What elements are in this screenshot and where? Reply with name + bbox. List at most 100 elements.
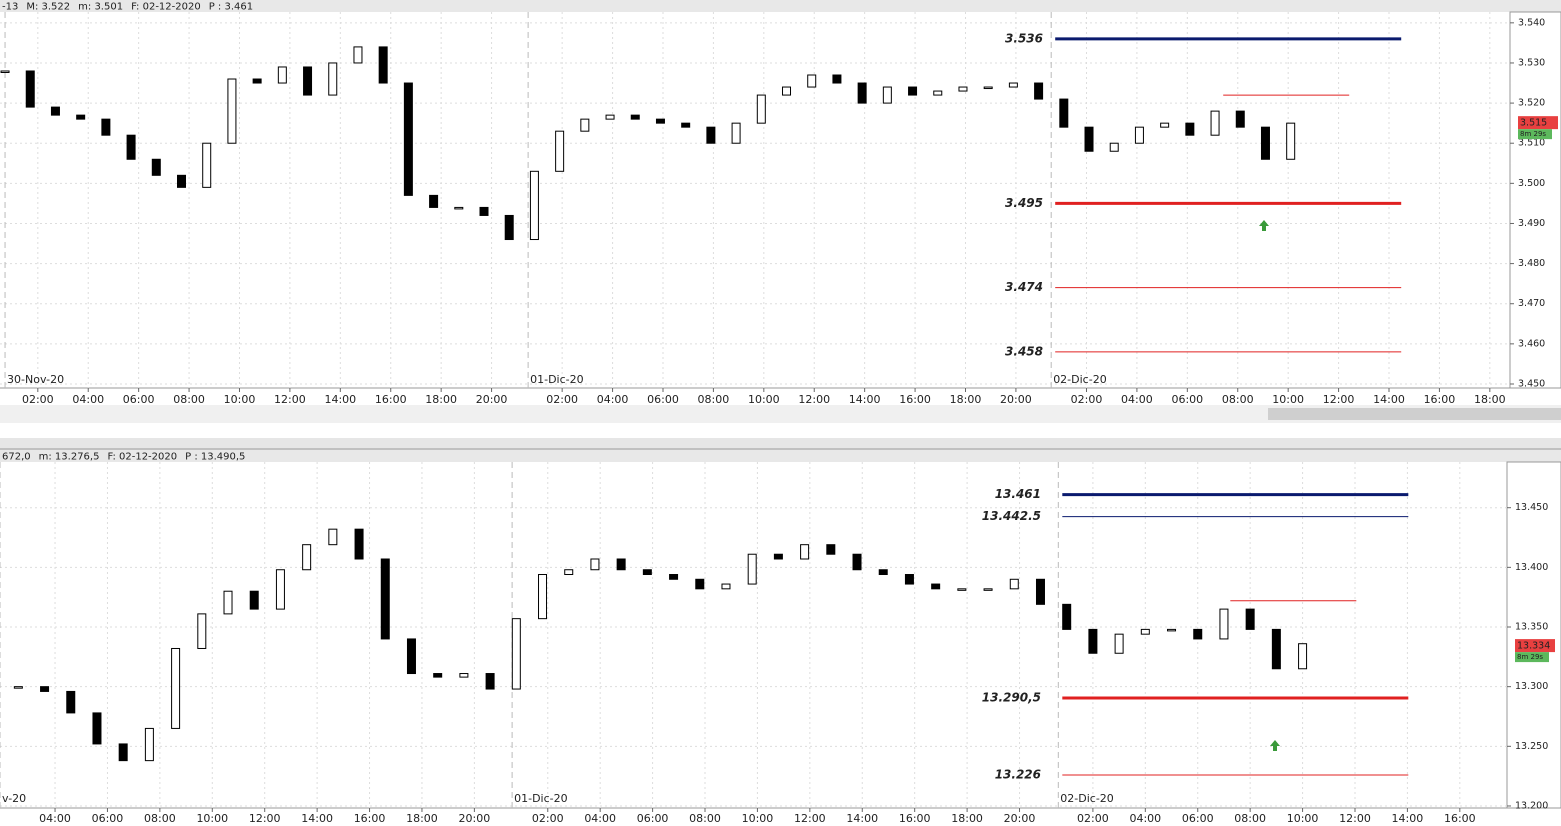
level-label: 13.442.5 [982,509,1041,523]
timer-label: 8m 29s [1520,130,1546,138]
x-tick-label: 20:00 [459,812,491,825]
candle [1245,608,1255,630]
candle [76,114,86,120]
x-tick-label: 16:00 [1444,812,1476,825]
candle [1219,608,1229,640]
candle [454,206,464,210]
x-tick-label: 16:00 [375,393,407,406]
candle [0,70,10,73]
candle [403,82,413,196]
candle [511,618,521,690]
y-tick-label: 13.400 [1515,562,1548,573]
x-tick-label: 10:00 [196,812,228,825]
y-tick-label: 13.450 [1515,502,1548,513]
candle [479,206,489,216]
candle [538,574,548,620]
panel-header [0,0,1561,12]
y-tick-label: 13.200 [1515,800,1548,811]
header-info: 672,0 [2,452,31,463]
x-tick-label: 02:00 [546,393,578,406]
candle [126,134,136,160]
candle [40,686,50,692]
candle [378,46,388,84]
x-tick-label: 08:00 [1234,812,1266,825]
x-tick-label: 04:00 [1121,393,1153,406]
panel-header [0,450,1561,462]
y-tick-label: 3.540 [1518,17,1545,28]
candle [782,86,792,96]
scrollbar-thumb[interactable] [1268,408,1561,420]
candle [800,544,810,560]
y-tick-label: 13.250 [1515,741,1548,752]
level-label: 3.495 [1005,196,1043,210]
header-info: m: 3.501 [78,2,123,13]
candle [328,528,338,546]
y-tick-label: 3.480 [1518,258,1545,269]
candle [485,673,495,690]
candle [1009,578,1019,590]
x-tick-label: 18:00 [951,812,983,825]
candle [275,569,285,610]
candle [504,214,514,241]
candle [878,569,888,576]
candle [1160,122,1170,128]
candle [857,82,867,104]
candle [807,74,817,88]
x-tick-label: 12:00 [798,393,830,406]
candle [529,170,539,241]
candle [1059,98,1069,128]
candle [695,578,705,590]
candle [1062,603,1072,630]
x-tick-label: 14:00 [324,393,356,406]
x-tick-label: 08:00 [689,812,721,825]
x-tick-label: 12:00 [274,393,306,406]
candle [931,583,941,590]
candle [353,46,363,64]
candle [1298,643,1308,670]
y-tick-label: 3.470 [1518,298,1545,309]
x-tick-label: 16:00 [899,393,931,406]
last-price-tag [1515,639,1555,653]
x-tick-label: 04:00 [1129,812,1161,825]
timer-tag [1518,129,1552,140]
candle [957,588,967,591]
candle [958,86,968,92]
candle [202,142,212,188]
candle [681,122,691,128]
x-tick-label: 20:00 [476,393,508,406]
header-info: P : 3.461 [209,2,253,13]
candle [406,638,416,675]
candle [252,78,262,84]
header-info: P : 13.490,5 [185,452,245,463]
level-label: 3.474 [1005,280,1043,294]
x-tick-label: 04:00 [72,393,104,406]
x-tick-label: 18:00 [1474,393,1506,406]
candle [249,590,259,610]
candle [642,569,652,576]
candle [1286,122,1296,160]
x-tick-label: 04:00 [597,393,629,406]
candle [197,613,207,649]
candle [655,118,665,124]
x-tick-label: 12:00 [794,812,826,825]
y-tick-label: 13.300 [1515,681,1548,692]
level-label: 13.461 [995,487,1041,501]
candle [1185,122,1195,136]
x-tick-label: 06:00 [637,812,669,825]
date-label: 01-Dic-20 [530,373,584,386]
candle [144,727,154,762]
candle [1114,633,1124,654]
y-tick-label: 3.520 [1518,98,1545,109]
x-tick-label: 16:00 [899,812,931,825]
candle [1088,628,1098,654]
candle [459,673,469,678]
timer-tag [1515,652,1549,663]
x-tick-label: 18:00 [425,393,457,406]
candle [303,66,313,96]
candle [328,62,338,96]
candle [92,712,102,745]
signal-arrow [1259,220,1269,231]
level-label: 13.226 [995,767,1041,781]
level-label: 3.536 [1005,31,1043,45]
x-tick-label: 16:00 [1424,393,1456,406]
